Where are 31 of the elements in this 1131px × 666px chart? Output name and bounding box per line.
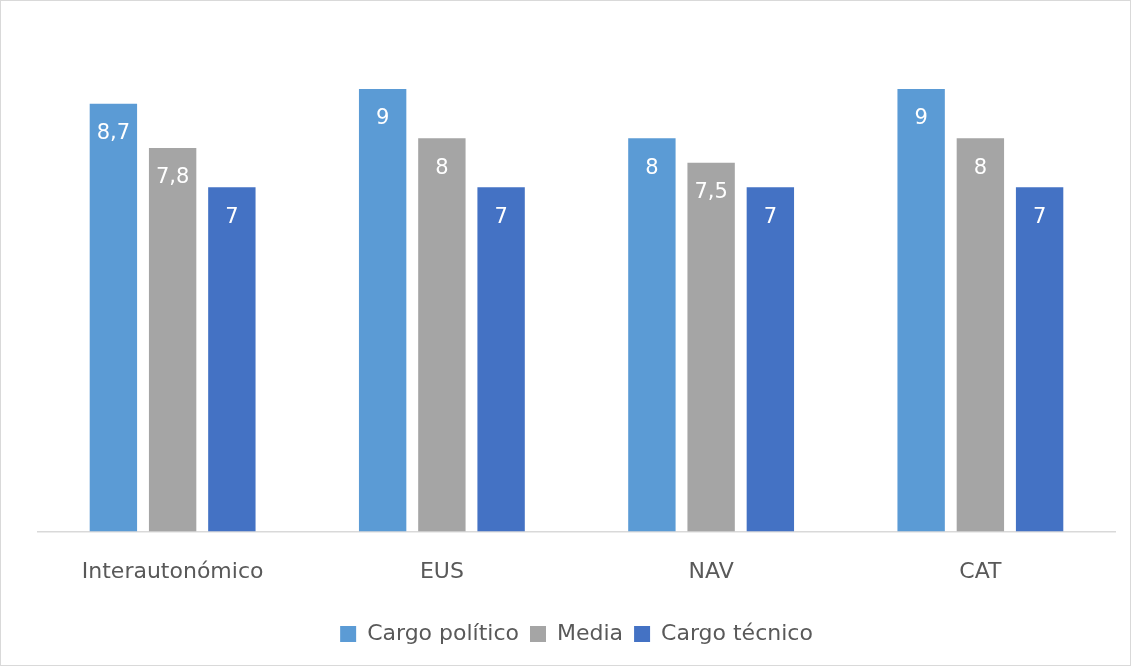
bar bbox=[89, 103, 138, 532]
legend-label: Cargo técnico bbox=[661, 619, 813, 645]
data-label: 8 bbox=[645, 154, 659, 179]
data-label: 8,7 bbox=[96, 120, 131, 145]
data-label: 9 bbox=[914, 105, 928, 130]
bar bbox=[208, 187, 256, 532]
legend-label: Media bbox=[557, 619, 624, 645]
bar bbox=[746, 187, 795, 532]
x-tick-label: CAT bbox=[959, 557, 1002, 583]
data-label: 8 bbox=[435, 154, 449, 179]
bar bbox=[418, 138, 466, 532]
data-label: 7,8 bbox=[155, 164, 190, 189]
bar bbox=[477, 187, 525, 532]
x-tick-label: NAV bbox=[688, 557, 734, 583]
bar bbox=[358, 89, 407, 532]
data-label: 7 bbox=[763, 203, 778, 228]
bar bbox=[897, 89, 945, 532]
data-label: 7 bbox=[1032, 203, 1047, 228]
data-label: 9 bbox=[375, 105, 390, 130]
x-tick-label: Interautonómico bbox=[81, 557, 264, 583]
legend-label: Cargo político bbox=[367, 619, 520, 645]
x-tick-label: EUS bbox=[419, 557, 464, 583]
data-label: 7 bbox=[225, 203, 239, 228]
data-label: 7 bbox=[494, 203, 508, 228]
data-label: 7,5 bbox=[694, 179, 728, 204]
bar bbox=[956, 138, 1005, 532]
bar bbox=[148, 148, 197, 532]
bar bbox=[687, 162, 735, 532]
bar bbox=[628, 138, 676, 532]
data-label: 8 bbox=[973, 154, 988, 179]
bar bbox=[1015, 187, 1064, 532]
